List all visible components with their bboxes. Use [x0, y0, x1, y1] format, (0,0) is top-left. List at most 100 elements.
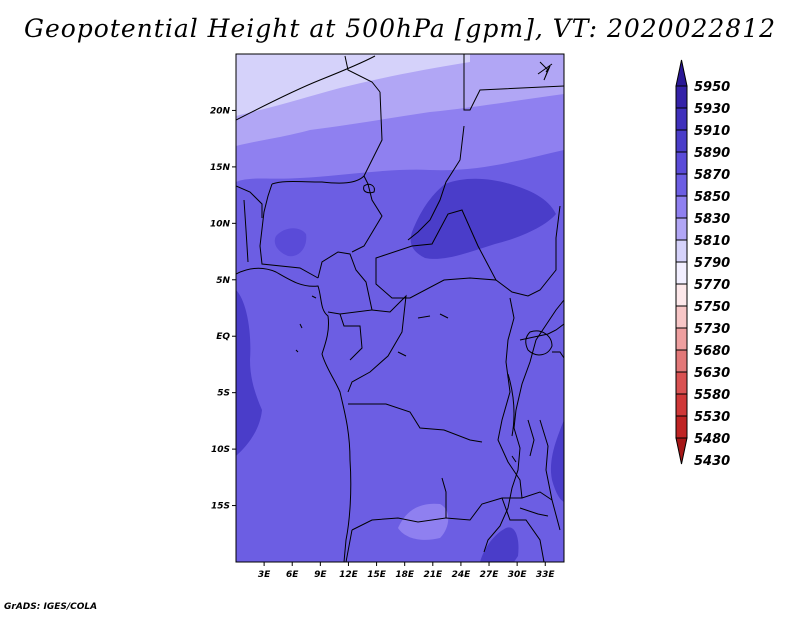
colorbar-swatch	[675, 371, 688, 395]
latitude-axis: 20N 15N 10N 5N EQ 5S 10S 15S	[210, 106, 236, 512]
colorbar-level-label: 5810	[694, 234, 730, 249]
map-title: Geopotential Height at 500hPa [gpm], VT:…	[23, 14, 777, 43]
lon-tick-label: 9E	[314, 570, 327, 580]
lon-tick-label: 33E	[536, 570, 556, 580]
lat-tick-label: 15N	[210, 163, 231, 173]
contour-band-5850-angola	[398, 503, 449, 540]
colorbar-level-label: 5870	[694, 168, 730, 183]
lon-tick-label: 15E	[367, 570, 387, 580]
border-south-sudan-ethiopia	[495, 205, 561, 297]
colorbar-level-label: 5930	[694, 102, 730, 117]
lon-tick-label: 6E	[286, 570, 299, 580]
colorbar-swatch	[675, 195, 688, 219]
longitude-axis: 3E 6E 9E 12E 15E 18E 21E 24E 27E 30E 33E	[258, 562, 556, 580]
lon-tick-label: 27E	[480, 570, 500, 580]
colorbar-level-label: 5950	[694, 80, 730, 95]
colorbar-swatch	[675, 129, 688, 153]
colorbar: 5950 5930 5910 5890 5870 5850 5830 5810 5790 5770…	[675, 59, 730, 469]
lon-tick-label: 21E	[423, 570, 443, 580]
coast-bight-islands	[295, 295, 317, 353]
colorbar-level-label: 5850	[694, 190, 730, 205]
lat-tick-label: 10S	[211, 445, 230, 455]
colorbar-swatch	[675, 415, 688, 439]
coast-red-sea	[539, 61, 551, 81]
border-drc-east	[497, 297, 523, 499]
border-chad-niger	[271, 175, 365, 185]
plot-frame	[235, 53, 565, 563]
colorbar-swatch	[675, 85, 688, 109]
border-egypt-sudan	[463, 54, 564, 111]
lakes-congo	[397, 313, 517, 463]
contour-band-5870-nigeria	[274, 228, 307, 257]
lon-tick-label: 30E	[508, 570, 528, 580]
colorbar-swatch	[675, 393, 688, 417]
border-chad-cameroon	[351, 183, 383, 253]
lake-victoria	[525, 330, 553, 356]
lat-tick-label: 20N	[210, 106, 231, 116]
coastlines	[236, 61, 564, 562]
colorbar-swatch	[675, 349, 688, 373]
colorbar-swatch	[675, 305, 688, 329]
border-west-africa-b	[243, 199, 249, 263]
border-niger-libya	[236, 55, 376, 121]
colorbar-swatch	[675, 283, 688, 307]
lake-kariba	[519, 507, 549, 517]
border-malawi-mozambique	[539, 419, 561, 531]
colorbar-swatch	[675, 261, 688, 285]
colorbar-level-label: 5790	[694, 256, 730, 271]
colorbar-level-label: 5730	[694, 322, 730, 337]
border-lake-tanganyika	[507, 373, 515, 437]
lake-chad	[363, 183, 375, 194]
lake-malawi	[527, 419, 535, 457]
colorbar-swatch	[675, 151, 688, 175]
contour-band-5890-east	[550, 420, 564, 502]
colorbar-level-label: 5530	[694, 410, 730, 425]
border-cameroon-gabon	[317, 251, 373, 315]
colorbar-level-label: 5830	[694, 212, 730, 227]
border-gabon-congo	[339, 313, 363, 361]
border-algeria-libya	[344, 55, 381, 93]
colorbar-level-label: 5750	[694, 300, 730, 315]
colorbar-swatch	[675, 327, 688, 351]
colorbar-swatch	[675, 173, 688, 197]
border-libya-sudan	[363, 91, 383, 185]
border-drc-angola	[348, 403, 483, 443]
contour-fill-layer	[236, 54, 564, 562]
border-angola-zambia	[351, 477, 447, 531]
colorbar-level-label: 5580	[694, 388, 730, 403]
lat-tick-label: 5S	[217, 389, 230, 399]
lon-tick-label: 12E	[339, 570, 359, 580]
border-chad-sudan	[407, 125, 465, 241]
colorbar-level-label: 5680	[694, 344, 730, 359]
border-zimbabwe-mozambique	[501, 497, 545, 562]
colorbar-level-label: 5480	[694, 432, 730, 447]
lon-tick-label: 18E	[395, 570, 415, 580]
colorbar-level-label: 5630	[694, 366, 730, 381]
border-congo-drc	[347, 294, 407, 393]
border-nigeria	[259, 183, 319, 279]
colorbar-level-label: 5770	[694, 278, 730, 293]
lon-tick-label: 24E	[452, 570, 472, 580]
lat-tick-label: EQ	[216, 332, 230, 342]
colorbar-level-label: 5890	[694, 146, 730, 161]
border-kenya-somalia	[552, 351, 564, 359]
country-borders	[236, 54, 564, 562]
colorbar-swatch	[675, 239, 688, 263]
colorbar-top-arrow	[675, 59, 688, 87]
colorbar-bottom-arrow	[675, 437, 688, 465]
contour-band-5810-north	[236, 54, 470, 116]
lat-tick-label: 5N	[216, 276, 230, 286]
colorbar-swatch	[675, 217, 688, 241]
contour-band-5890-mozambique	[480, 527, 519, 562]
colorbar-swatch	[675, 107, 688, 131]
contour-band-5890-chad-sudan	[410, 178, 556, 259]
border-west-africa-a	[236, 185, 263, 218]
contour-band-5890-coast	[236, 290, 262, 456]
lon-tick-label: 3E	[258, 570, 271, 580]
coast-east-africa	[483, 299, 564, 553]
border-tanzania	[519, 323, 564, 341]
nile-river-mark	[537, 63, 553, 75]
colorbar-level-label: 5910	[694, 124, 730, 139]
lat-tick-label: 15S	[211, 502, 230, 512]
